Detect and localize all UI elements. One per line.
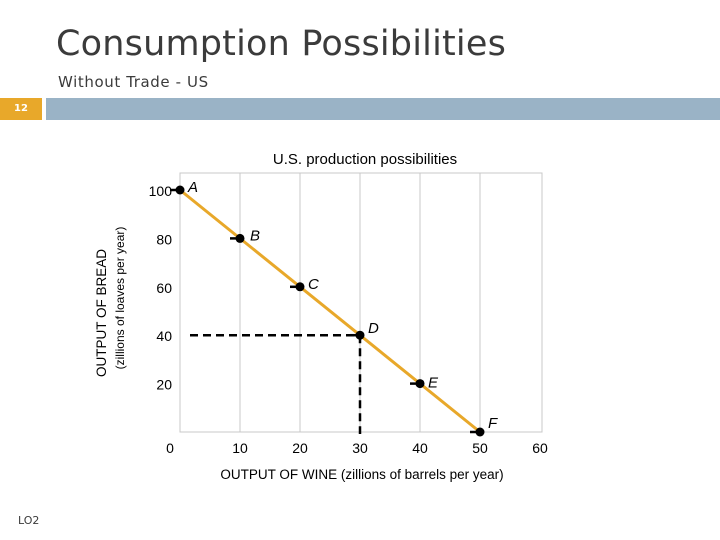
slide-title: Consumption Possibilities: [56, 24, 507, 64]
point-label-d: D: [368, 320, 379, 337]
y-tick-label: 20: [156, 377, 172, 393]
x-tick-label: 50: [472, 440, 488, 456]
x-tick-label: 20: [292, 440, 308, 456]
y-axis-label-units: (zillions of loaves per year): [113, 227, 127, 370]
x-tick-label: 40: [412, 440, 428, 456]
point-label-e: E: [428, 375, 439, 392]
point-label-f: F: [488, 415, 498, 432]
chart-title: U.S. production possibilities: [273, 151, 457, 168]
slide-number-badge: 12: [0, 98, 42, 120]
learning-objective-label: LO2: [18, 514, 40, 527]
x-tick-label: 30: [352, 440, 368, 456]
x-tick-label: 60: [532, 440, 548, 456]
point-label-c: C: [308, 276, 319, 293]
y-axis-label: OUTPUT OF BREAD: [94, 249, 109, 377]
x-tick-label: 10: [232, 440, 248, 456]
slide-subtitle: Without Trade - US: [58, 73, 209, 91]
point-label-b: B: [250, 227, 260, 244]
y-tick-label: 40: [156, 328, 172, 344]
y-tick-label: 60: [156, 280, 172, 296]
x-tick-label: 0: [166, 440, 174, 456]
ppf-line: [179, 188, 481, 434]
y-tick-label: 100: [149, 183, 173, 199]
x-axis-label: OUTPUT OF WINE (zillions of barrels per …: [220, 467, 503, 482]
header-band: [46, 98, 720, 120]
y-tick-label: 80: [156, 231, 172, 247]
point-label-a: A: [187, 179, 198, 196]
